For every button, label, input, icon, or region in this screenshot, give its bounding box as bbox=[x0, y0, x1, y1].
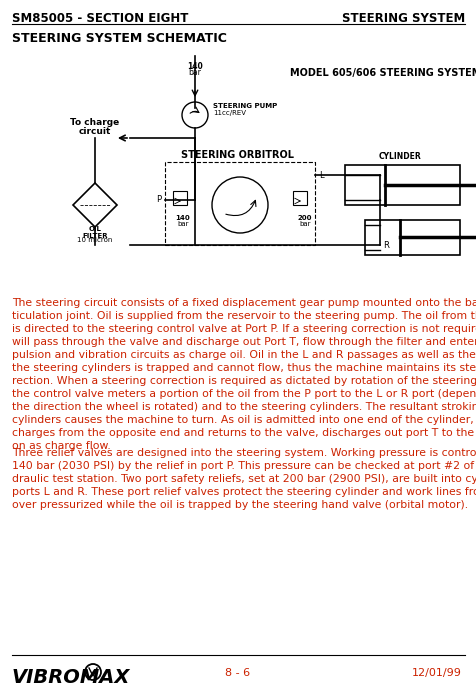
Text: 10 micron: 10 micron bbox=[77, 237, 112, 243]
Text: 200: 200 bbox=[297, 215, 312, 221]
Text: VIBROMAX: VIBROMAX bbox=[12, 668, 130, 687]
Text: circuit: circuit bbox=[79, 127, 111, 136]
Text: STEERING SYSTEM: STEERING SYSTEM bbox=[341, 11, 464, 24]
Bar bbox=[165, 162, 314, 245]
Text: P: P bbox=[156, 195, 161, 204]
Text: Three relief valves are designed into the steering system. Working pressure is c: Three relief valves are designed into th… bbox=[12, 448, 476, 510]
Text: 140: 140 bbox=[187, 62, 202, 71]
Text: 140: 140 bbox=[175, 215, 190, 221]
Text: To charge: To charge bbox=[70, 118, 119, 127]
Text: 11cc/REV: 11cc/REV bbox=[213, 110, 246, 116]
Bar bbox=[344, 165, 459, 205]
Text: STEERING ORBITROL: STEERING ORBITROL bbox=[181, 150, 294, 160]
Text: L: L bbox=[318, 171, 323, 180]
Text: OIL
FILTER: OIL FILTER bbox=[82, 226, 108, 240]
Text: SM85005 - SECTION EIGHT: SM85005 - SECTION EIGHT bbox=[12, 11, 188, 24]
Text: CYLINDER: CYLINDER bbox=[378, 152, 420, 161]
Text: 12/01/99: 12/01/99 bbox=[411, 668, 461, 678]
Text: R: R bbox=[382, 240, 388, 250]
Text: STEERING SYSTEM SCHEMATIC: STEERING SYSTEM SCHEMATIC bbox=[12, 32, 227, 45]
Text: bar: bar bbox=[177, 221, 188, 227]
Text: The steering circuit consists of a fixed displacement gear pump mounted onto the: The steering circuit consists of a fixed… bbox=[12, 298, 476, 452]
Text: bar: bar bbox=[188, 68, 201, 77]
Bar bbox=[173, 191, 187, 205]
Text: STEERING PUMP: STEERING PUMP bbox=[213, 103, 277, 109]
Bar bbox=[364, 220, 459, 255]
Bar bbox=[292, 191, 307, 205]
Text: 8 - 6: 8 - 6 bbox=[225, 668, 250, 678]
Text: bar: bar bbox=[298, 221, 310, 227]
Text: MODEL 605/606 STEERING SYSTEM: MODEL 605/606 STEERING SYSTEM bbox=[289, 68, 476, 78]
